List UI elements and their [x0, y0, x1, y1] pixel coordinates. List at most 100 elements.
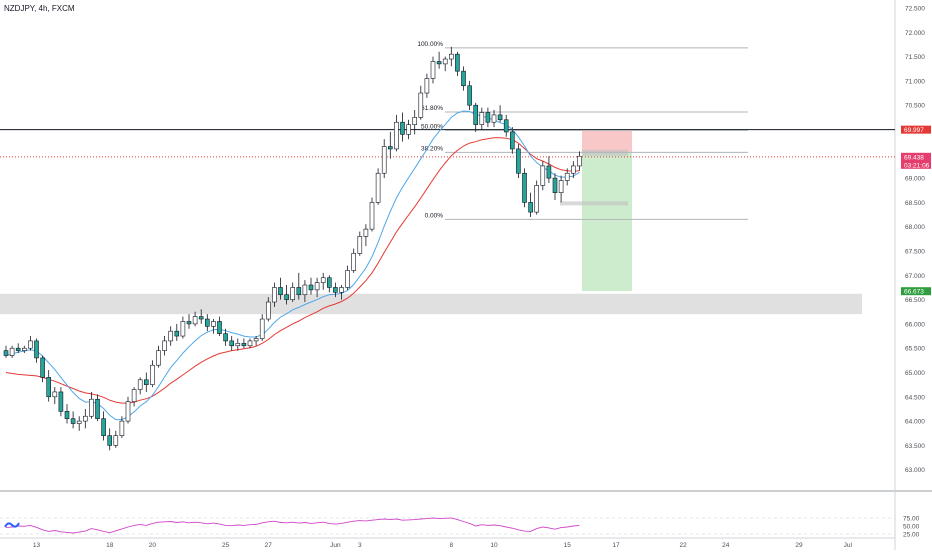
candle[interactable] [229, 336, 234, 351]
candle[interactable] [424, 73, 430, 98]
candle[interactable] [394, 114, 399, 152]
candle[interactable] [436, 51, 442, 69]
candle[interactable] [296, 272, 302, 300]
candle[interactable] [272, 282, 277, 307]
candle[interactable] [345, 265, 350, 290]
candle[interactable] [302, 280, 308, 303]
candle[interactable] [156, 345, 161, 368]
candle[interactable] [497, 105, 503, 123]
candle[interactable] [284, 285, 289, 305]
candle[interactable] [558, 175, 564, 203]
candle[interactable] [46, 370, 52, 402]
candle[interactable] [442, 56, 448, 72]
candle[interactable] [503, 114, 509, 137]
candle[interactable] [89, 391, 94, 419]
candle[interactable] [430, 56, 436, 84]
candle[interactable] [577, 151, 582, 171]
candle[interactable] [162, 336, 167, 356]
candle[interactable] [363, 224, 369, 247]
candle[interactable] [522, 168, 527, 208]
candle[interactable] [107, 428, 112, 451]
candle[interactable] [467, 80, 472, 111]
candle[interactable] [351, 248, 357, 273]
candle[interactable] [412, 110, 418, 135]
candle[interactable] [265, 297, 271, 322]
candle[interactable] [192, 311, 198, 327]
candle[interactable] [144, 372, 149, 392]
candle[interactable] [333, 282, 338, 298]
candle[interactable] [95, 394, 100, 422]
candle[interactable] [76, 416, 82, 431]
candle[interactable] [387, 131, 393, 159]
candle[interactable] [198, 309, 204, 324]
candle[interactable] [223, 328, 228, 346]
candle[interactable] [113, 430, 119, 448]
candle[interactable] [479, 107, 485, 130]
candle[interactable] [509, 127, 515, 154]
candle[interactable] [34, 338, 39, 363]
candle[interactable] [247, 338, 253, 349]
candle[interactable] [174, 323, 180, 341]
candle[interactable] [137, 377, 143, 395]
candle[interactable] [552, 173, 558, 200]
candle[interactable] [375, 168, 381, 205]
candle[interactable] [534, 180, 540, 215]
candle[interactable] [64, 404, 70, 424]
candle[interactable] [461, 66, 466, 91]
candle[interactable] [564, 168, 570, 186]
candle[interactable] [58, 387, 64, 417]
candle[interactable] [400, 112, 405, 142]
candle[interactable] [448, 46, 454, 67]
candle[interactable] [131, 387, 137, 407]
candle[interactable] [455, 51, 460, 77]
candle[interactable] [381, 139, 387, 179]
candle[interactable] [217, 316, 222, 337]
candle[interactable] [259, 314, 265, 341]
candle[interactable] [473, 102, 479, 132]
candle[interactable] [3, 345, 9, 358]
candle[interactable] [418, 85, 424, 120]
candle[interactable] [168, 326, 173, 346]
candle[interactable] [339, 285, 344, 300]
take-profit-zone[interactable] [582, 152, 632, 292]
candle[interactable] [314, 277, 320, 298]
candle[interactable] [485, 107, 491, 128]
tradingview-logo-icon[interactable] [4, 520, 20, 530]
candle[interactable] [369, 197, 375, 232]
candle[interactable] [211, 319, 216, 334]
candle[interactable] [546, 156, 552, 183]
candle[interactable] [15, 343, 21, 354]
candle[interactable] [101, 411, 106, 441]
candle[interactable] [28, 336, 33, 351]
candle[interactable] [278, 277, 283, 300]
candle[interactable] [253, 336, 259, 346]
candle[interactable] [150, 360, 155, 388]
candle[interactable] [235, 338, 241, 351]
candle[interactable] [125, 396, 131, 424]
candle[interactable] [528, 192, 533, 217]
candle[interactable] [9, 345, 15, 358]
candle[interactable] [83, 408, 88, 429]
candle[interactable] [40, 355, 45, 383]
candle[interactable] [241, 338, 247, 349]
candle[interactable] [540, 161, 546, 191]
candle[interactable] [308, 277, 314, 295]
stop-loss-zone[interactable] [582, 129, 632, 153]
candle[interactable] [70, 411, 76, 429]
candle[interactable] [320, 272, 326, 290]
candle[interactable] [205, 314, 210, 332]
candle[interactable] [406, 119, 411, 140]
candle[interactable] [516, 144, 521, 179]
candle[interactable] [570, 161, 576, 179]
candle[interactable] [186, 314, 192, 329]
candle[interactable] [119, 416, 125, 439]
candle[interactable] [180, 316, 186, 339]
candle[interactable] [52, 387, 58, 405]
candle[interactable] [21, 345, 27, 354]
candle[interactable] [491, 110, 497, 128]
candle[interactable] [290, 282, 296, 303]
candle[interactable] [357, 231, 363, 256]
candle[interactable] [326, 275, 332, 293]
